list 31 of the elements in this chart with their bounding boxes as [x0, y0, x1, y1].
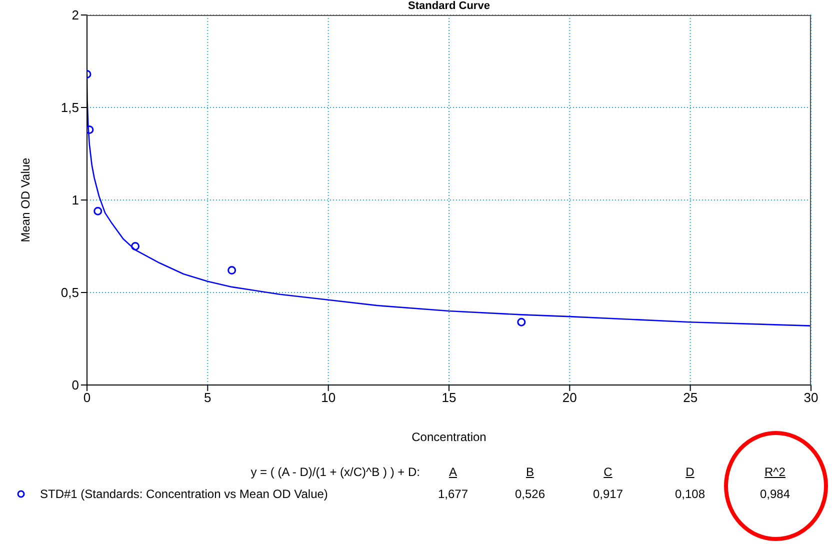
- text: 0,917: [592, 487, 624, 501]
- text: C: [602, 465, 614, 479]
- y-tick-label: 1: [72, 192, 79, 208]
- x-tick-label: 20: [562, 390, 577, 406]
- text: 0,108: [674, 487, 706, 501]
- text: 0,984: [758, 487, 792, 501]
- point: [228, 266, 236, 275]
- point: [94, 206, 102, 216]
- x-tick-label: 15: [442, 390, 456, 406]
- x-tick-label: 10: [321, 390, 336, 406]
- y-tick-label: 0: [72, 378, 79, 393]
- text: 0,526: [514, 487, 546, 501]
- point: [131, 242, 140, 250]
- x-tick-label: 30: [804, 390, 818, 406]
- text: A: [448, 465, 458, 479]
- chart-title: Standard Curve: [407, 0, 491, 13]
- y-tick-label: 1,5: [60, 100, 79, 116]
- text: D: [684, 465, 696, 479]
- y-axis-title: Mean OD Value: [18, 158, 32, 242]
- point: [517, 318, 526, 326]
- legend-label: STD#1 (Standards: Concentration vs Mean OD Value): [40, 487, 328, 501]
- text: B: [524, 465, 535, 479]
- x-tick-label: 5: [204, 390, 212, 406]
- text: 1,677: [436, 487, 470, 501]
- text: y = ( (A - D)/(1 + (x/C)^B ) ) + D:: [250, 465, 420, 479]
- y-tick-label: 0,5: [60, 285, 79, 300]
- x-tick-label: 25: [683, 390, 698, 406]
- y-tick-label: 2: [72, 8, 79, 23]
- text: R^2: [764, 465, 786, 479]
- x-tick-label: 0: [83, 390, 91, 406]
- x-axis-title: Concentration: [410, 430, 488, 444]
